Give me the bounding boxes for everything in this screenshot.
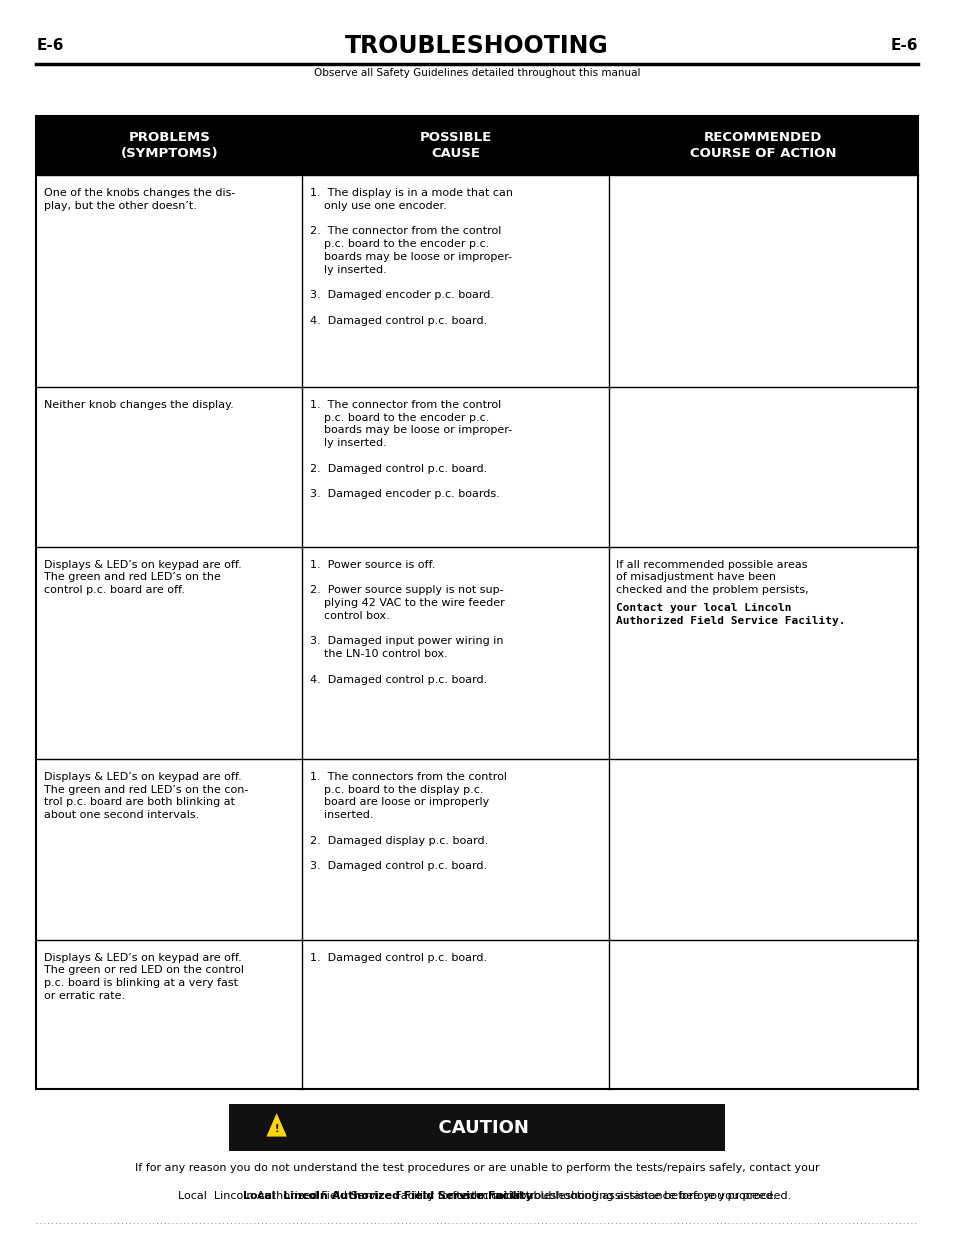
Text: Displays & LED’s on keypad are off.
The green and red LED’s on the con-
trol p.c: Displays & LED’s on keypad are off. The …: [44, 772, 248, 820]
Text: Displays & LED’s on keypad are off.
The green and red LED’s on the
control p.c. : Displays & LED’s on keypad are off. The …: [44, 559, 241, 595]
Text: If all recommended possible areas
of misadjustment have been
checked and the pro: If all recommended possible areas of mis…: [616, 559, 808, 608]
Text: Local  Lincoln Authorized Field Service Facility for technical troubleshooting a: Local Lincoln Authorized Field Service F…: [177, 1191, 776, 1200]
Bar: [608, 116, 917, 175]
Text: 1.  The display is in a mode that can
    only use one encoder.

2.  The connect: 1. The display is in a mode that can onl…: [310, 188, 513, 326]
Text: 1.  The connectors from the control
    p.c. board to the display p.c.
    board: 1. The connectors from the control p.c. …: [310, 772, 506, 872]
Text: POSSIBLE
CAUSE: POSSIBLE CAUSE: [419, 131, 491, 161]
Text: CAUTION: CAUTION: [425, 1119, 528, 1136]
Text: 1.  Power source is off.

2.  Power source supply is not sup-
    plying 42 VAC : 1. Power source is off. 2. Power source …: [310, 559, 504, 685]
Text: Neither knob changes the display.: Neither knob changes the display.: [44, 400, 233, 410]
Text: 1.  Damaged control p.c. board.: 1. Damaged control p.c. board.: [310, 952, 487, 962]
Polygon shape: [265, 1112, 288, 1137]
Text: RECOMMENDED
COURSE OF ACTION: RECOMMENDED COURSE OF ACTION: [689, 131, 836, 161]
Text: Displays & LED’s on keypad are off.
The green or red LED on the control
p.c. boa: Displays & LED’s on keypad are off. The …: [44, 952, 244, 1002]
Text: If for any reason you do not understand the test procedures or are unable to per: If for any reason you do not understand …: [134, 1163, 819, 1173]
Text: !: !: [274, 1124, 278, 1134]
Text: Contact your local Lincoln
Authorized Field Service Facility.: Contact your local Lincoln Authorized Fi…: [616, 603, 845, 626]
Bar: [302, 116, 608, 175]
Text: Local  Lincoln Authorized Field Service Facility for technical troubleshooting a: Local Lincoln Authorized Field Service F…: [177, 1191, 776, 1200]
Bar: [229, 1104, 724, 1151]
Bar: [36, 116, 302, 175]
Text: PROBLEMS
(SYMPTOMS): PROBLEMS (SYMPTOMS): [120, 131, 218, 161]
Text: TROUBLESHOOTING: TROUBLESHOOTING: [345, 33, 608, 58]
Text: Local  Lincoln Authorized Field Service Facility: Local Lincoln Authorized Field Service F…: [242, 1191, 532, 1200]
Text: E-6: E-6: [889, 38, 917, 53]
Text: One of the knobs changes the dis-
play, but the other doesn’t.: One of the knobs changes the dis- play, …: [44, 188, 235, 210]
Text: 1.  The connector from the control
    p.c. board to the encoder p.c.
    boards: 1. The connector from the control p.c. b…: [310, 400, 512, 499]
Bar: [36, 116, 917, 1089]
Text: Observe all Safety Guidelines detailed throughout this manual: Observe all Safety Guidelines detailed t…: [314, 68, 639, 78]
Text: E-6: E-6: [36, 38, 64, 53]
Text: for technical troubleshooting assistance before you proceed.: for technical troubleshooting assistance…: [449, 1191, 790, 1200]
